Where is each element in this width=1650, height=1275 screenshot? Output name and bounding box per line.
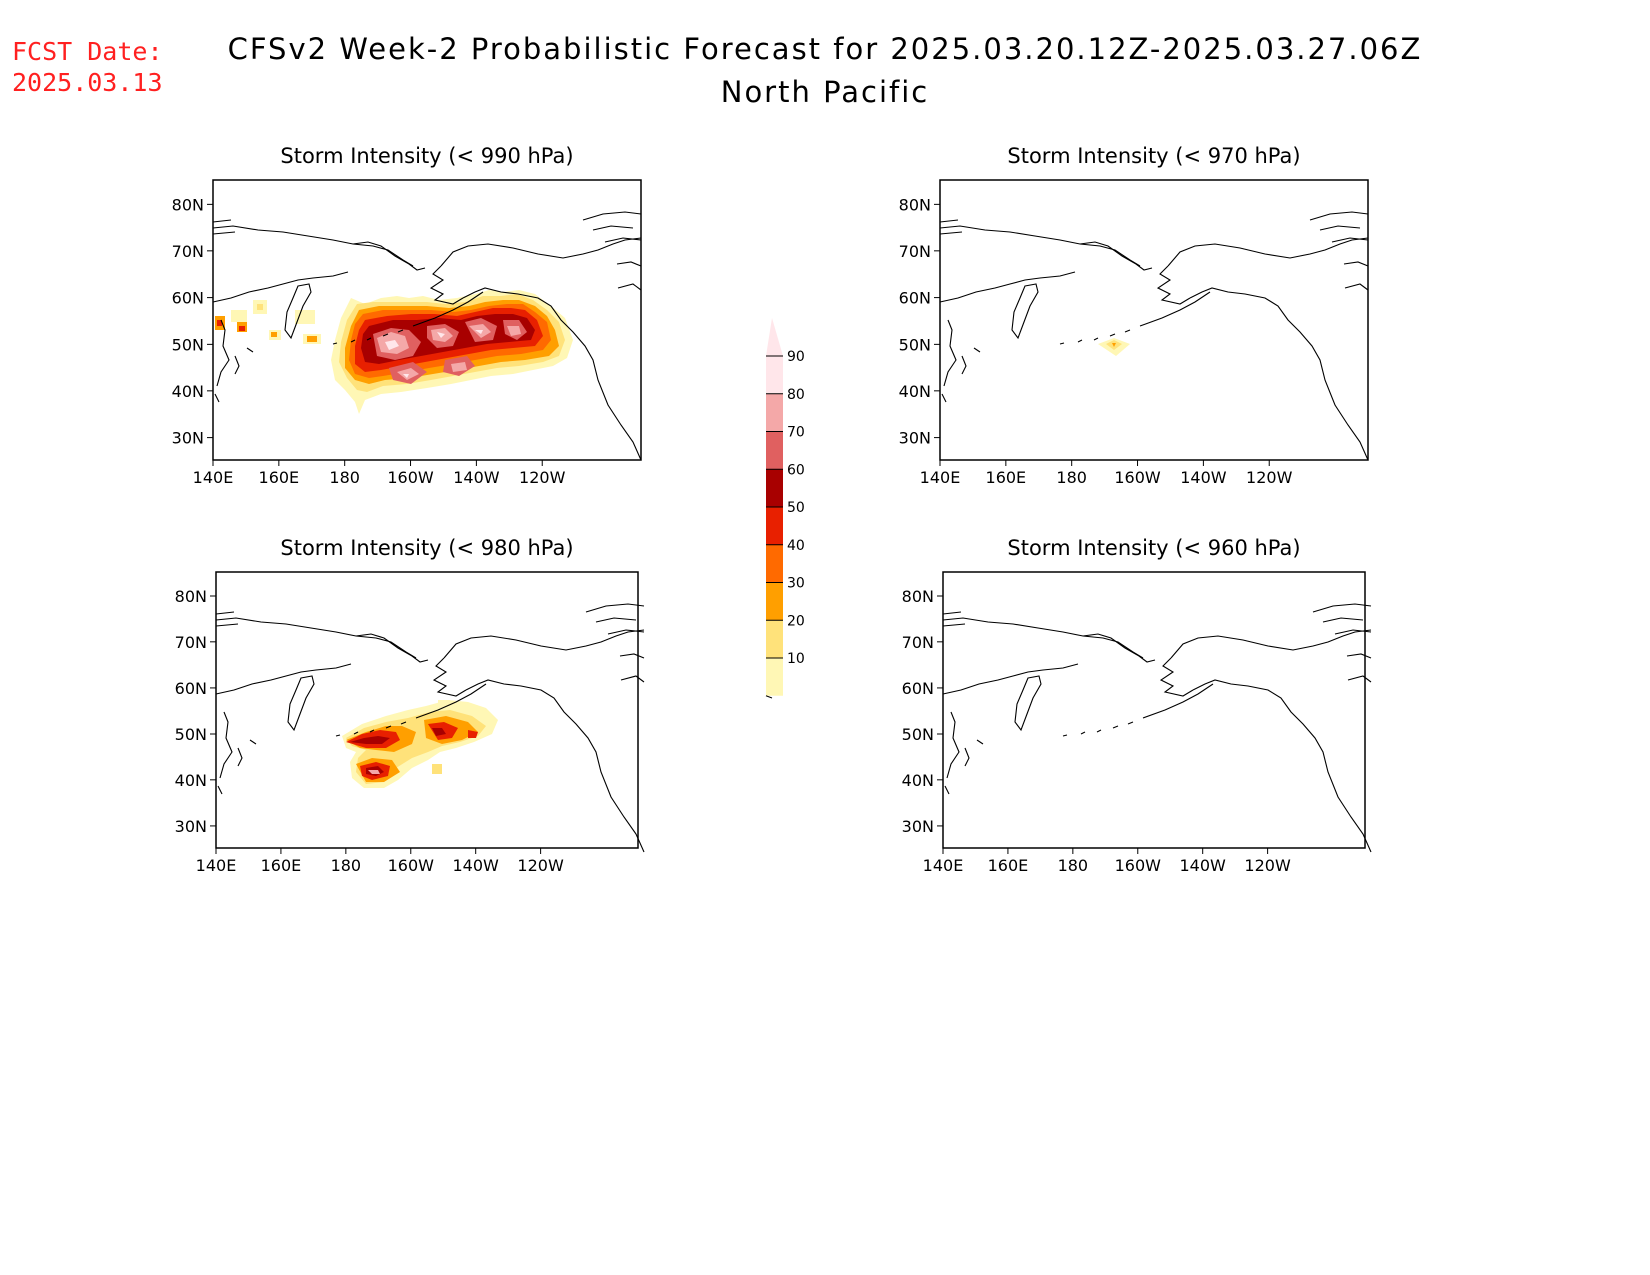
lon-tick-label: 140W xyxy=(1180,468,1227,487)
lat-tick-label: 80N xyxy=(172,195,204,214)
panel-980-title: Storm Intensity (< 980 hPa) xyxy=(280,536,573,560)
panel-970 xyxy=(939,179,1369,461)
panel-980-field xyxy=(342,700,498,788)
lon-tick-label: 140E xyxy=(193,468,234,487)
lat-tick-label: 80N xyxy=(899,195,931,214)
fcst-date: 2025.03.13 xyxy=(12,68,163,97)
lon-tick-label: 160E xyxy=(261,856,302,875)
fcst-label: FCST Date: xyxy=(12,37,163,66)
lat-tick-label: 70N xyxy=(172,242,204,261)
lon-tick-label: 140W xyxy=(453,468,500,487)
lon-tick-label: 180 xyxy=(1058,856,1089,875)
lat-tick-label: 70N xyxy=(175,633,207,652)
colorbar-label: 40 xyxy=(787,538,805,554)
colorbar-label: 70 xyxy=(787,425,805,441)
lon-tick-label: 180 xyxy=(329,468,360,487)
lon-tick-label: 140E xyxy=(920,468,961,487)
panel-980-frame xyxy=(215,571,639,849)
lon-tick-label: 180 xyxy=(1056,468,1087,487)
panel-970-title: Storm Intensity (< 970 hPa) xyxy=(1007,144,1300,168)
lon-tick-label: 160W xyxy=(388,856,435,875)
panel-960 xyxy=(942,571,1372,853)
colorbar-label: 80 xyxy=(787,387,805,403)
region-title: North Pacific xyxy=(720,75,930,109)
colorbar-swatch xyxy=(766,356,783,394)
colorbar-swatch xyxy=(766,544,783,583)
lat-tick-label: 30N xyxy=(902,817,934,836)
colorbar-swatch xyxy=(766,507,783,545)
lat-tick-label: 40N xyxy=(175,771,207,790)
colorbar-bottom-cap xyxy=(765,695,773,699)
lon-tick-label: 120W xyxy=(1246,468,1293,487)
colorbar-swatch xyxy=(766,469,783,507)
panel-990 xyxy=(212,179,642,461)
lon-tick-label: 160E xyxy=(986,468,1027,487)
lon-tick-label: 160E xyxy=(259,468,300,487)
lat-tick-label: 70N xyxy=(899,242,931,261)
colorbar-label: 30 xyxy=(787,576,805,592)
panel-980 xyxy=(215,571,645,853)
lat-tick-label: 80N xyxy=(175,587,207,606)
lat-tick-label: 70N xyxy=(902,633,934,652)
lat-tick-label: 50N xyxy=(902,725,934,744)
colorbar-swatch xyxy=(766,431,783,470)
page-title: CFSv2 Week-2 Probabilistic Forecast for … xyxy=(227,32,1423,66)
lon-tick-label: 140E xyxy=(923,856,964,875)
lon-tick-label: 140W xyxy=(1180,856,1227,875)
colorbar-top-cap xyxy=(766,318,783,356)
lon-tick-label: 120W xyxy=(519,468,566,487)
lon-tick-label: 140E xyxy=(196,856,237,875)
lat-tick-label: 40N xyxy=(172,382,204,401)
fcst-date-block: FCST Date: 2025.03.13 xyxy=(12,36,163,98)
lat-tick-label: 40N xyxy=(899,382,931,401)
probability-colorbar: 90 80 70 60 50 40 30 20 10 xyxy=(765,318,805,699)
lon-tick-label: 120W xyxy=(517,856,564,875)
colorbar-label: 10 xyxy=(787,651,805,667)
lat-tick-label: 60N xyxy=(902,679,934,698)
lon-tick-label: 160W xyxy=(387,468,434,487)
colorbar-swatch xyxy=(766,620,783,658)
lat-tick-label: 60N xyxy=(172,289,204,308)
panel-970-frame xyxy=(939,179,1369,461)
panel-960-frame xyxy=(942,571,1366,849)
lon-tick-label: 140W xyxy=(453,856,500,875)
lon-tick-label: 160E xyxy=(988,856,1029,875)
lat-tick-label: 50N xyxy=(172,335,204,354)
colorbar-swatch xyxy=(766,582,783,621)
lat-tick-label: 30N xyxy=(175,817,207,836)
colorbar-label: 90 xyxy=(787,349,805,365)
lon-tick-label: 160W xyxy=(1115,856,1162,875)
lon-tick-label: 180 xyxy=(331,856,362,875)
panel-990-field xyxy=(215,290,573,414)
colorbar-swatch xyxy=(766,393,783,432)
lat-tick-label: 30N xyxy=(172,429,204,448)
lat-tick-label: 50N xyxy=(899,335,931,354)
panel-960-title: Storm Intensity (< 960 hPa) xyxy=(1007,536,1300,560)
colorbar-swatch xyxy=(766,658,783,696)
panel-990-frame xyxy=(212,179,642,461)
colorbar-label: 50 xyxy=(787,500,805,516)
lon-tick-label: 120W xyxy=(1244,856,1291,875)
lat-tick-label: 80N xyxy=(902,587,934,606)
lat-tick-label: 60N xyxy=(175,679,207,698)
colorbar-label: 60 xyxy=(787,462,805,478)
lat-tick-label: 40N xyxy=(902,771,934,790)
panel-990-title: Storm Intensity (< 990 hPa) xyxy=(280,144,573,168)
lat-tick-label: 60N xyxy=(899,289,931,308)
colorbar-label: 20 xyxy=(787,613,805,629)
lon-tick-label: 160W xyxy=(1114,468,1161,487)
lat-tick-label: 30N xyxy=(899,429,931,448)
lat-tick-label: 50N xyxy=(175,725,207,744)
